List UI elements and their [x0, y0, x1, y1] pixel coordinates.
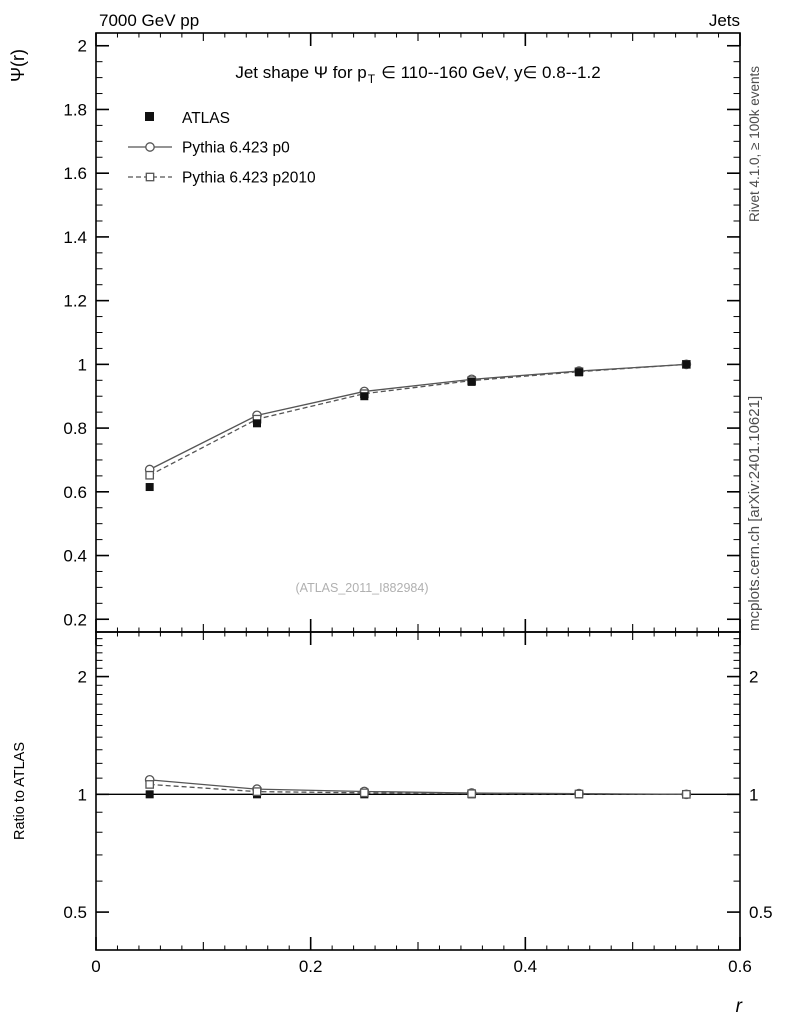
- x-tick-label: 0.4: [514, 957, 538, 976]
- plot-title-subscript: T: [368, 72, 376, 86]
- legend: ATLAS Pythia 6.423 p0 Pythia 6.423 p2010: [128, 110, 316, 187]
- plot-title-pre: Jet shape Ψ for p: [235, 63, 366, 82]
- atlas-data-point: [145, 483, 154, 492]
- legend-item-pythia-p2010: Pythia 6.423 p2010: [128, 170, 316, 187]
- analysis-label: Jets: [709, 11, 740, 30]
- atlas-ratio-point: [145, 790, 154, 799]
- atlas-data-point: [575, 368, 583, 377]
- atlas-data-point: [253, 419, 261, 428]
- main-y-tick-label: 1.6: [63, 164, 87, 183]
- mc-line-main: [149, 363, 687, 476]
- ratio-y-tick-label-left: 2: [78, 668, 87, 687]
- axis-ticks: 0 0.2 0.4 0.6 0.2 0.4 0.6 0.8 1 1.2 1.4 1.6 1.8 2 0.5 0…: [63, 33, 773, 976]
- ratio-y-tick-label-right: 0.5: [749, 903, 773, 922]
- mcplots-citation-label: mcplots.cern.ch [arXiv:2401.10621]: [746, 396, 763, 631]
- mc-point-ratio: [467, 789, 477, 799]
- mc-point-ratio: [145, 780, 155, 789]
- ratio-y-tick-label-left: 0.5: [63, 903, 87, 922]
- ratio-y-tick-label-right: 1: [749, 785, 758, 804]
- mc-point-ratio: [359, 788, 369, 798]
- x-tick-label: 0.2: [299, 957, 323, 976]
- filled-square-marker-icon: [145, 112, 154, 121]
- main-y-tick-label: 1.2: [63, 292, 87, 311]
- main-y-tick-label: 1.4: [63, 228, 87, 247]
- mc-point-ratio: [681, 789, 691, 799]
- main-y-tick-label: 1.8: [63, 100, 87, 119]
- mc-line-ratio: [149, 779, 687, 795]
- rivet-version-label: Rivet 4.1.0, ≥ 100k events: [747, 66, 762, 222]
- ratio-y-tick-label-left: 1: [78, 785, 87, 804]
- mc-line-ratio: [149, 783, 687, 795]
- legend-label-pythia-p2010: Pythia 6.423 p2010: [182, 170, 316, 187]
- main-panel-data: [144, 359, 692, 492]
- main-y-axis-label: Ψ(r): [8, 49, 28, 82]
- main-y-tick-label: 0.8: [63, 419, 87, 438]
- x-tick-label: 0.6: [728, 957, 752, 976]
- open-circle-marker-icon: [145, 142, 155, 152]
- mc-point-ratio: [574, 789, 584, 799]
- beam-energy-label: 7000 GeV pp: [99, 11, 199, 30]
- legend-label-pythia-p0: Pythia 6.423 p0: [182, 140, 290, 157]
- plot-title: Jet shape Ψ for pT ∈ 110--160 GeV, y∈ 0.8…: [235, 63, 600, 86]
- mc-point-main: [145, 470, 155, 480]
- x-tick-label: 0: [91, 957, 100, 976]
- legend-item-pythia-p0: Pythia 6.423 p0: [128, 140, 290, 157]
- main-y-tick-label: 2: [78, 37, 87, 56]
- atlas-data-point: [682, 360, 691, 369]
- ratio-y-axis-label: Ratio to ATLAS: [12, 742, 28, 840]
- atlas-data-point: [360, 392, 369, 401]
- x-axis-label: r: [736, 996, 743, 1017]
- main-y-tick-label: 0.4: [63, 547, 87, 566]
- atlas-data-point: [467, 377, 476, 386]
- mc-line-main: [149, 363, 687, 471]
- ratio-y-tick-label-right: 2: [749, 668, 758, 687]
- watermark: (ATLAS_2011_I882984): [296, 581, 429, 595]
- plot-title-post: ∈ 110--160 GeV, y∈ 0.8--1.2: [381, 63, 601, 82]
- mc-point-ratio: [252, 787, 262, 796]
- main-y-tick-label: 0.6: [63, 483, 87, 502]
- open-square-marker-icon: [145, 172, 155, 182]
- main-y-tick-label: 0.2: [63, 610, 87, 629]
- ratio-panel-frame: [95, 631, 741, 951]
- legend-item-atlas: ATLAS: [145, 110, 230, 127]
- ratio-panel-data: [96, 774, 740, 800]
- legend-label-atlas: ATLAS: [182, 110, 230, 127]
- main-y-tick-label: 1: [78, 355, 87, 374]
